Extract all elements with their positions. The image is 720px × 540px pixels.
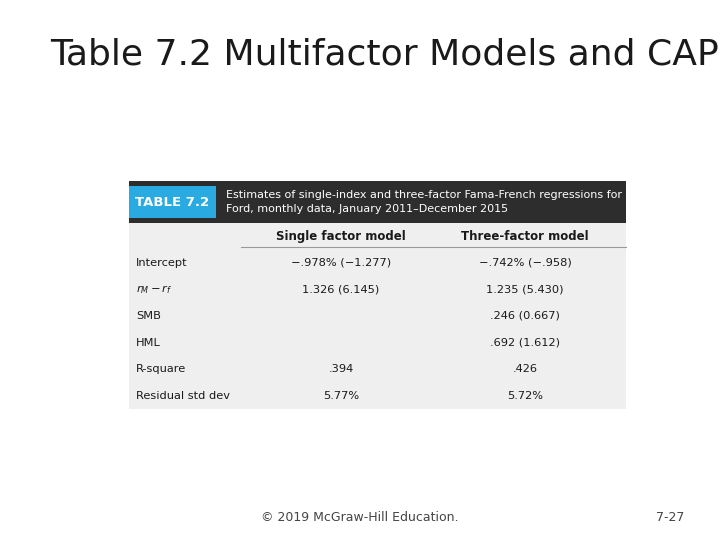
FancyBboxPatch shape: [129, 223, 626, 409]
Text: Residual std dev: Residual std dev: [136, 391, 230, 401]
Text: 7-27: 7-27: [656, 511, 684, 524]
Text: $r_M - r_f$: $r_M - r_f$: [136, 283, 172, 296]
Text: Table 7.2 Multifactor Models and CAPM: Table 7.2 Multifactor Models and CAPM: [50, 38, 720, 72]
Text: −.742% (−.958): −.742% (−.958): [479, 258, 572, 268]
Text: 1.235 (5.430): 1.235 (5.430): [487, 285, 564, 294]
Text: .692 (1.612): .692 (1.612): [490, 338, 560, 348]
Text: 5.72%: 5.72%: [507, 391, 544, 401]
Text: Estimates of single-index and three-factor Fama-French regressions for
Ford, mon: Estimates of single-index and three-fact…: [225, 190, 621, 214]
FancyBboxPatch shape: [129, 181, 626, 223]
Text: © 2019 McGraw-Hill Education.: © 2019 McGraw-Hill Education.: [261, 511, 459, 524]
Text: TABLE 7.2: TABLE 7.2: [135, 195, 210, 208]
Text: −.978% (−1.277): −.978% (−1.277): [291, 258, 391, 268]
Text: SMB: SMB: [136, 311, 161, 321]
Text: HML: HML: [136, 338, 161, 348]
Text: 5.77%: 5.77%: [323, 391, 359, 401]
Text: R-square: R-square: [136, 364, 186, 374]
Text: Three-factor model: Three-factor model: [462, 230, 589, 242]
Text: Single factor model: Single factor model: [276, 230, 406, 242]
Text: .426: .426: [513, 364, 538, 374]
Text: .246 (0.667): .246 (0.667): [490, 311, 560, 321]
Text: .394: .394: [328, 364, 354, 374]
Text: 1.326 (6.145): 1.326 (6.145): [302, 285, 379, 294]
FancyBboxPatch shape: [129, 186, 215, 218]
Text: Intercept: Intercept: [136, 258, 187, 268]
